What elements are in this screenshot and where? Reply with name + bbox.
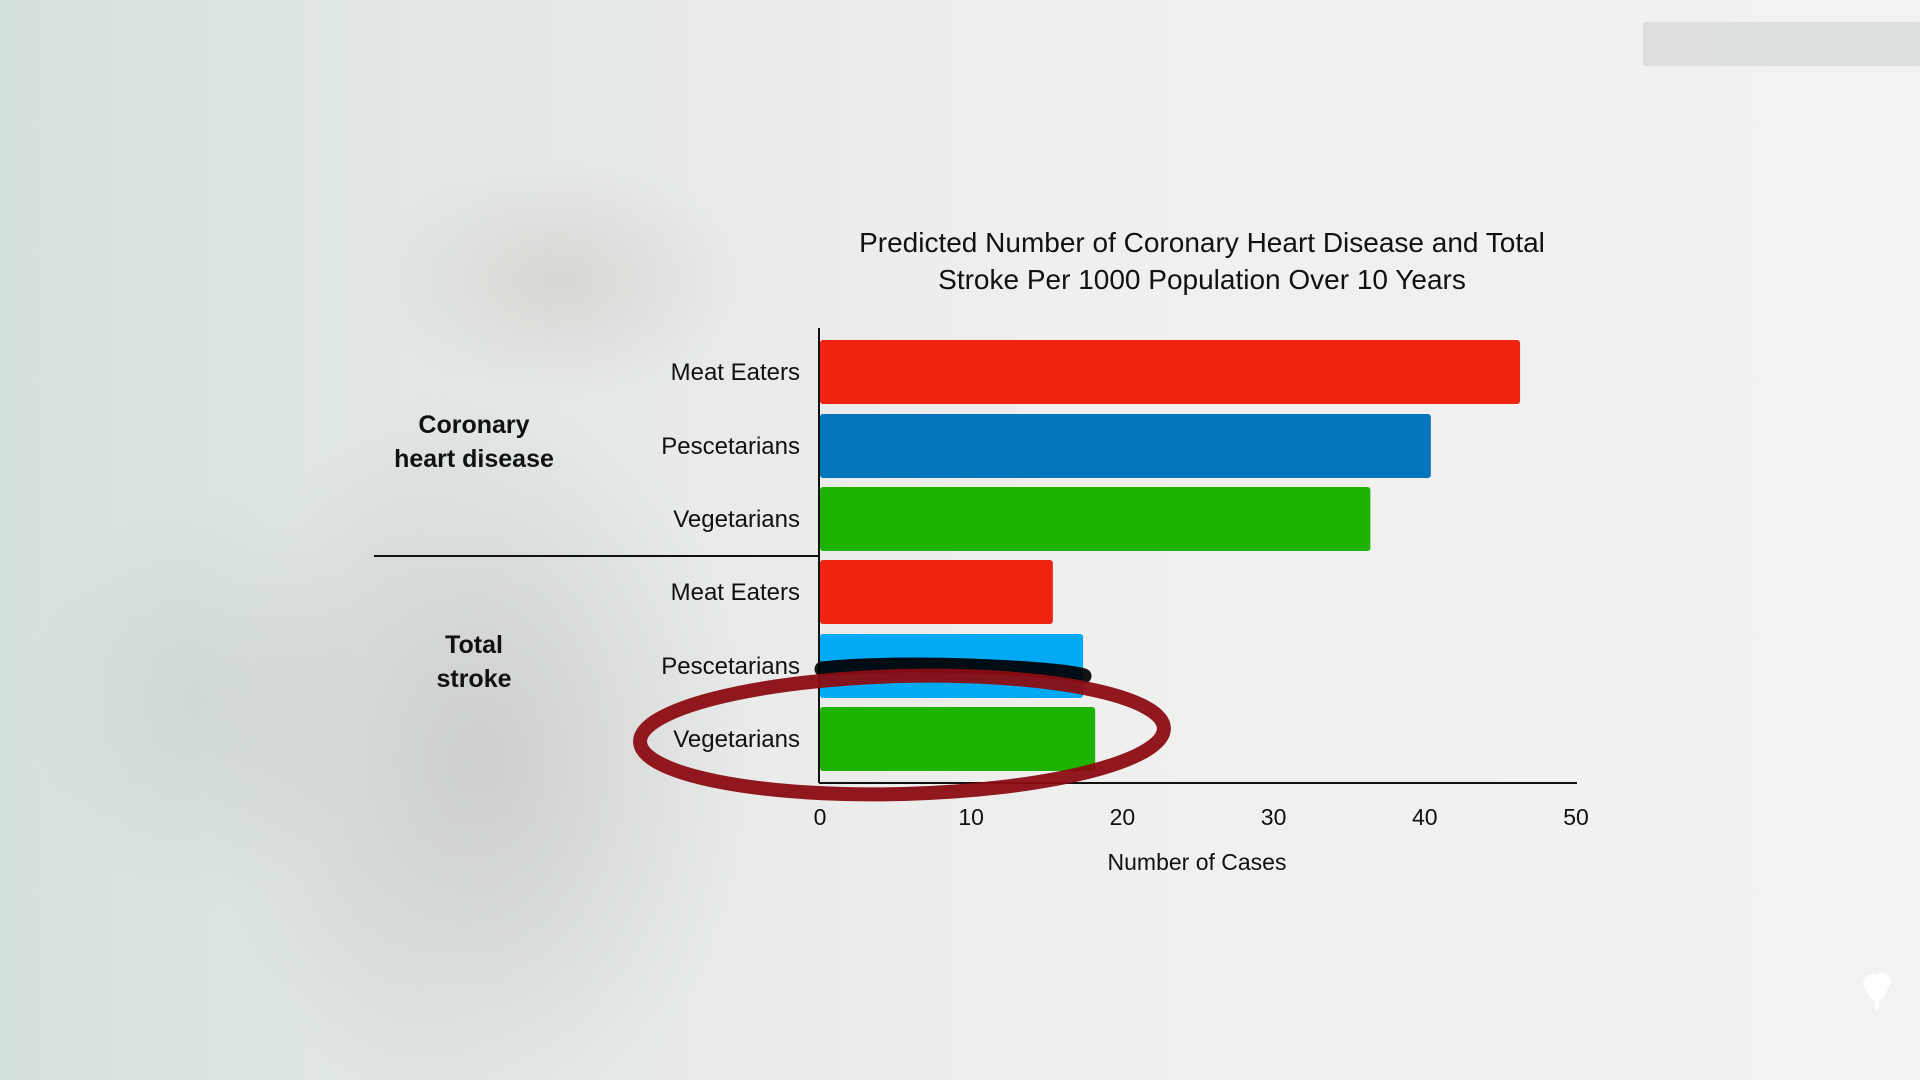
tree-logo-icon <box>1863 973 1891 1010</box>
category-label: Vegetarians <box>673 726 800 753</box>
x-tick-label: 0 <box>814 804 827 830</box>
chart-title-line: Stroke Per 1000 Population Over 10 Years <box>938 264 1466 295</box>
category-labels: Meat Eaters Pescetarians Vegetarians Meat E… <box>661 359 800 753</box>
underline-annotation <box>814 657 1092 684</box>
x-tick-label: 20 <box>1110 804 1136 830</box>
category-label: Pescetarians <box>661 653 800 680</box>
bar-stroke-meat-eaters <box>820 560 1053 624</box>
bars <box>820 340 1521 771</box>
annotations <box>633 657 1171 802</box>
category-label: Meat Eaters <box>671 579 800 606</box>
group-label: stroke <box>436 665 511 693</box>
chart-title-line: Predicted Number of Coronary Heart Disea… <box>859 227 1545 258</box>
bar-chd-meat-eaters <box>820 340 1521 404</box>
category-label: Pescetarians <box>661 433 800 460</box>
category-label: Vegetarians <box>673 506 800 533</box>
bar-stroke-vegetarians <box>820 707 1096 771</box>
watermark-badge <box>1643 22 1920 66</box>
chart-title: Predicted Number of Coronary Heart Disea… <box>859 227 1545 295</box>
axes <box>374 328 1577 784</box>
group-labels: Coronary heart disease Total stroke <box>394 411 554 693</box>
circle-annotation <box>633 668 1171 802</box>
x-axis-title: Number of Cases <box>1108 849 1287 875</box>
x-ticks: 0 10 20 30 40 50 <box>814 804 1589 830</box>
group-label: Coronary <box>418 411 529 439</box>
x-tick-label: 30 <box>1261 804 1287 830</box>
x-tick-label: 50 <box>1563 804 1589 830</box>
group-label: Total <box>445 631 503 659</box>
bar-chd-pescetarians <box>820 414 1431 478</box>
category-label: Meat Eaters <box>671 359 800 386</box>
x-tick-label: 10 <box>958 804 984 830</box>
bar-chd-vegetarians <box>820 487 1371 551</box>
x-tick-label: 40 <box>1412 804 1438 830</box>
group-label: heart disease <box>394 445 554 473</box>
